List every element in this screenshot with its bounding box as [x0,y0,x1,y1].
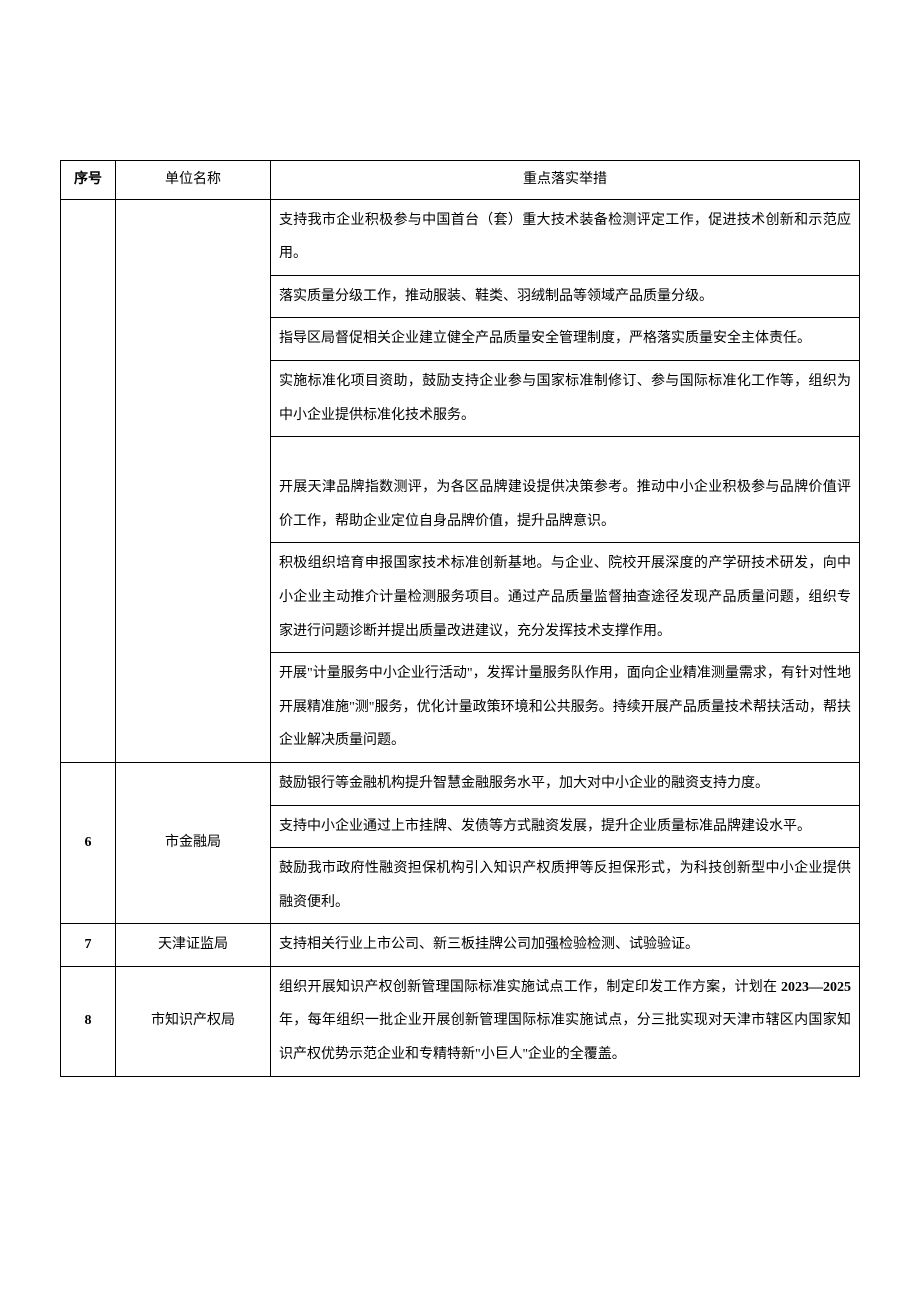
col-header-seq: 序号 [61,161,116,200]
measure-cell: 鼓励我市政府性融资担保机构引入知识产权质押等反担保形式，为科技创新型中小企业提供… [271,848,860,924]
seq-cell: 8 [61,966,116,1076]
seq-cell [61,199,116,762]
col-header-measure: 重点落实举措 [271,161,860,200]
table-row: 6市金融局鼓励银行等金融机构提升智慧金融服务水平，加大对中小企业的融资支持力度。 [61,762,860,805]
measure-cell: 支持相关行业上市公司、新三板挂牌公司加强检验检测、试验验证。 [271,924,860,967]
measure-cell: 鼓励银行等金融机构提升智慧金融服务水平，加大对中小企业的融资支持力度。 [271,762,860,805]
seq-cell: 7 [61,924,116,967]
measure-cell: 指导区局督促相关企业建立健全产品质量安全管理制度，严格落实质量安全主体责任。 [271,318,860,361]
unit-cell: 市金融局 [116,762,271,923]
measure-cell: 支持我市企业积极参与中国首台（套）重大技术装备检测评定工作，促进技术创新和示范应… [271,199,860,275]
col-header-unit: 单位名称 [116,161,271,200]
policy-table: 序号 单位名称 重点落实举措 支持我市企业积极参与中国首台（套）重大技术装备检测… [60,160,860,1077]
table-header-row: 序号 单位名称 重点落实举措 [61,161,860,200]
table-row: 7天津证监局支持相关行业上市公司、新三板挂牌公司加强检验检测、试验验证。 [61,924,860,967]
measure-cell: 支持中小企业通过上市挂牌、发债等方式融资发展，提升企业质量标准品牌建设水平。 [271,805,860,848]
measure-cell: 积极组织培育申报国家技术标准创新基地。与企业、院校开展深度的产学研技术研发，向中… [271,543,860,653]
measure-cell: 实施标准化项目资助，鼓励支持企业参与国家标准制修订、参与国际标准化工作等，组织为… [271,360,860,436]
table-row: 支持我市企业积极参与中国首台（套）重大技术装备检测评定工作，促进技术创新和示范应… [61,199,860,275]
measure-cell: 落实质量分级工作，推动服装、鞋类、羽绒制品等领域产品质量分级。 [271,275,860,318]
measure-cell: 组织开展知识产权创新管理国际标准实施试点工作，制定印发工作方案，计划在 2023… [271,966,860,1076]
unit-cell: 天津证监局 [116,924,271,967]
seq-cell: 6 [61,762,116,923]
unit-cell: 市知识产权局 [116,966,271,1076]
unit-cell [116,199,271,762]
table-body: 支持我市企业积极参与中国首台（套）重大技术装备检测评定工作，促进技术创新和示范应… [61,199,860,1076]
measure-cell: 开展天津品牌指数测评，为各区品牌建设提供决策参考。推动中小企业积极参与品牌价值评… [271,437,860,543]
measure-cell: 开展"计量服务中小企业行活动"，发挥计量服务队作用，面向企业精准测量需求，有针对… [271,653,860,763]
table-row: 8市知识产权局组织开展知识产权创新管理国际标准实施试点工作，制定印发工作方案，计… [61,966,860,1076]
